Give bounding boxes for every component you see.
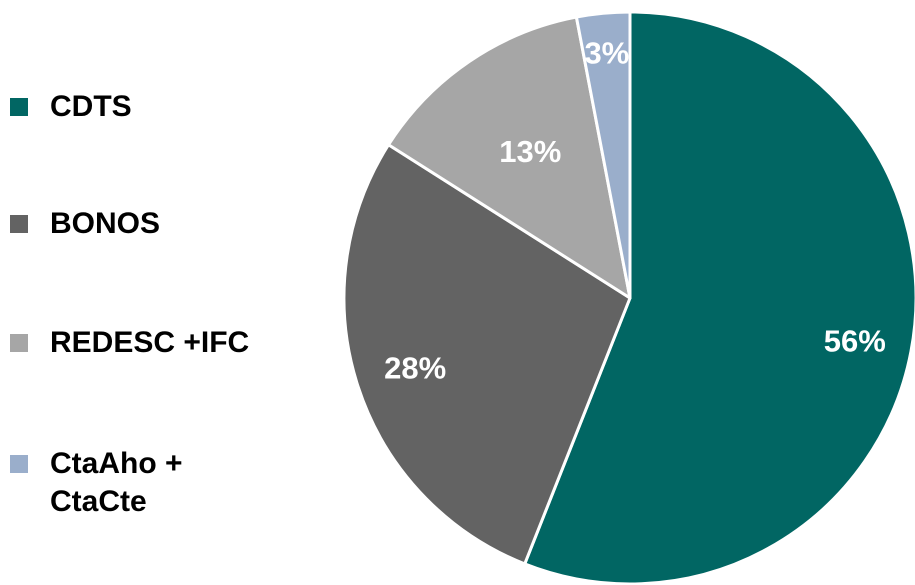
pie-slice-redesc-ifc (387, 15, 632, 300)
pie-value-labels: 56% 28% 13% 3% (384, 36, 886, 386)
legend-item-redesc-ifc: REDESC +IFC (10, 324, 249, 362)
legend-label-cdts: CDTS (50, 90, 132, 123)
legend-swatch-redesc-ifc (10, 334, 28, 352)
legend-item-bonos: BONOS (10, 205, 160, 243)
pie-slice-cdts (523, 10, 915, 585)
legend-swatch-bonos (10, 215, 28, 233)
legend: CDTS BONOS REDESC +IFC CtaAho + CtaCte (10, 0, 310, 585)
legend-item-ctaaho-ctacte: CtaAho + CtaCte (10, 445, 183, 521)
pie-slices (342, 10, 915, 585)
pie-value-label-ctaaho-ctacte: 3% (584, 36, 629, 71)
pie-value-label-redesc-ifc: 13% (499, 134, 561, 169)
pie-value-label-bonos: 28% (384, 350, 446, 385)
legend-label-bonos: BONOS (50, 207, 161, 240)
legend-swatch-cdts (10, 98, 28, 116)
legend-item-cdts: CDTS (10, 88, 132, 126)
legend-swatch-ctaaho-ctacte (10, 455, 28, 473)
legend-label-redesc-ifc: REDESC +IFC (50, 326, 250, 359)
legend-label-ctaaho-ctacte: CtaAho + CtaCte (50, 447, 183, 518)
pie-slice-ctaaho-ctacte (574, 10, 632, 300)
pie-value-label-cdts: 56% (824, 323, 886, 358)
pie-slice-bonos (342, 143, 632, 566)
